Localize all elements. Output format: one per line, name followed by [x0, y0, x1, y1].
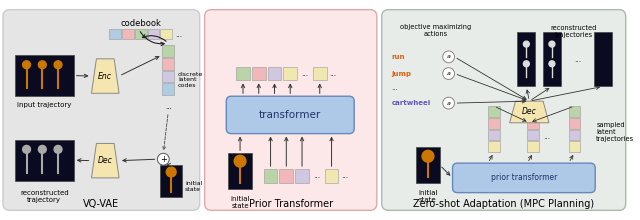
Bar [569, 141, 580, 152]
Text: a: a [447, 101, 451, 106]
Bar [284, 67, 297, 81]
Bar [109, 29, 121, 39]
Bar [569, 118, 580, 129]
Text: VQ-VAE: VQ-VAE [83, 200, 120, 209]
Bar [295, 169, 309, 183]
Circle shape [524, 41, 529, 47]
Text: ...: ... [165, 104, 172, 110]
Text: objective maximizing
actions: objective maximizing actions [400, 24, 472, 37]
Text: input trajectory: input trajectory [17, 102, 72, 108]
Circle shape [166, 167, 176, 177]
Text: +: + [160, 155, 167, 164]
Text: ...: ... [575, 55, 582, 64]
Circle shape [38, 145, 46, 153]
Bar [543, 32, 561, 86]
FancyBboxPatch shape [3, 10, 200, 210]
Circle shape [443, 97, 454, 109]
Text: cartwheel: cartwheel [392, 100, 431, 106]
Text: Dec: Dec [522, 107, 537, 116]
Bar [488, 130, 500, 141]
Circle shape [54, 145, 62, 153]
Bar [122, 29, 134, 39]
FancyBboxPatch shape [227, 96, 354, 134]
Text: discrete
latent
codes: discrete latent codes [178, 72, 204, 88]
Text: sampled
latent
trajectories: sampled latent trajectories [596, 122, 634, 142]
Bar [280, 169, 293, 183]
Circle shape [422, 150, 434, 162]
Circle shape [549, 41, 555, 47]
FancyBboxPatch shape [452, 163, 595, 193]
Bar [569, 106, 580, 117]
Text: a: a [447, 71, 451, 76]
Bar [135, 29, 147, 39]
Bar [313, 67, 326, 81]
Bar [264, 169, 278, 183]
Text: codebook: codebook [120, 19, 161, 28]
Text: Zero-shot Adaptation (MPC Planning): Zero-shot Adaptation (MPC Planning) [413, 200, 595, 209]
Circle shape [22, 61, 31, 69]
Bar [268, 67, 282, 81]
Text: a: a [447, 54, 451, 59]
Bar [163, 45, 174, 57]
Circle shape [157, 153, 169, 165]
Bar [15, 139, 74, 181]
Text: reconstructed
trajectories: reconstructed trajectories [550, 25, 596, 38]
Bar [252, 67, 266, 81]
Circle shape [443, 68, 454, 79]
Bar [488, 118, 500, 129]
Circle shape [443, 51, 454, 63]
Bar [569, 130, 580, 141]
Circle shape [54, 61, 62, 69]
Bar [163, 58, 174, 70]
Text: ...: ... [330, 69, 337, 78]
Polygon shape [92, 143, 119, 178]
Bar [161, 165, 182, 197]
Text: Prior Transformer: Prior Transformer [249, 200, 333, 209]
Polygon shape [509, 101, 549, 123]
Bar [527, 106, 539, 117]
Bar [228, 153, 252, 189]
Text: Enc: Enc [99, 72, 112, 81]
Circle shape [22, 145, 31, 153]
Circle shape [38, 61, 46, 69]
Bar [488, 106, 500, 117]
Text: ...: ... [313, 171, 320, 180]
Bar [488, 141, 500, 152]
Text: ...: ... [175, 30, 182, 39]
FancyBboxPatch shape [381, 10, 626, 210]
Circle shape [524, 61, 529, 67]
Bar [527, 130, 539, 141]
Text: initial
state: initial state [230, 196, 250, 209]
Text: ...: ... [543, 132, 550, 141]
Bar [236, 67, 250, 81]
Text: reconstructed
trajectory: reconstructed trajectory [20, 190, 68, 203]
Bar [527, 118, 539, 129]
Bar [161, 29, 172, 39]
FancyBboxPatch shape [205, 10, 377, 210]
Bar [594, 32, 612, 86]
Text: ...: ... [341, 171, 349, 180]
Text: jump: jump [392, 71, 412, 77]
Bar [416, 147, 440, 183]
Text: Dec: Dec [98, 156, 113, 165]
Bar [518, 32, 535, 86]
Circle shape [549, 61, 555, 67]
Text: ...: ... [392, 85, 398, 91]
Bar [527, 141, 539, 152]
Bar [324, 169, 339, 183]
Bar [148, 29, 159, 39]
Bar [15, 55, 74, 96]
Text: initial
state: initial state [418, 190, 438, 203]
FancyArrowPatch shape [142, 35, 166, 41]
Text: run: run [392, 54, 405, 60]
Polygon shape [92, 59, 119, 93]
Text: prior transformer: prior transformer [491, 173, 557, 182]
Bar [163, 83, 174, 95]
Bar [163, 71, 174, 82]
Text: initial
state: initial state [185, 181, 202, 192]
Text: ...: ... [301, 69, 308, 78]
FancyArrowPatch shape [140, 32, 164, 46]
Text: transformer: transformer [259, 110, 321, 120]
Circle shape [234, 155, 246, 167]
